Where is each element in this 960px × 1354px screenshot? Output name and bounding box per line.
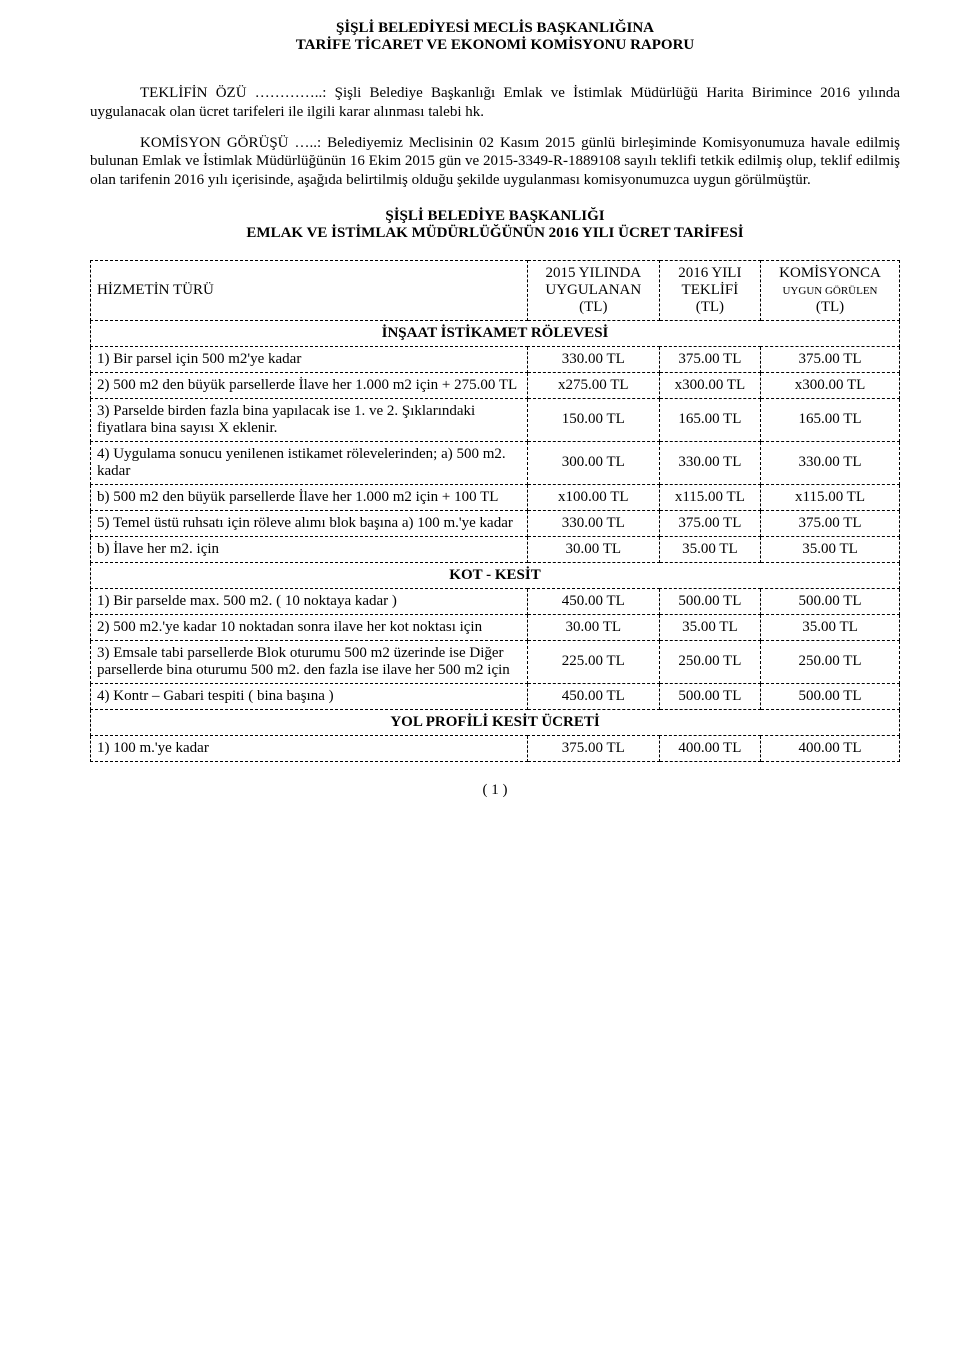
row-desc: 1) 100 m.'ye kadar	[91, 735, 528, 761]
tariff-title-line-1: ŞİŞLİ BELEDİYE BAŞKANLIĞI	[90, 208, 900, 225]
table-row: b) İlave her m2. için 30.00 TL 35.00 TL …	[91, 536, 900, 562]
row-val-2016: x115.00 TL	[659, 484, 760, 510]
title-line-2: TARİFE TİCARET VE EKONOMİ KOMİSYONU RAPO…	[90, 37, 900, 54]
table-row: 1) Bir parsel için 500 m2'ye kadar 330.0…	[91, 346, 900, 372]
row-val-kom: 330.00 TL	[761, 441, 900, 484]
row-desc: b) 500 m2 den büyük parsellerde İlave he…	[91, 484, 528, 510]
row-val-2015: 225.00 TL	[527, 640, 659, 683]
row-desc: b) İlave her m2. için	[91, 536, 528, 562]
row-val-2015: 450.00 TL	[527, 588, 659, 614]
table-row: 4) Uygulama sonucu yenilenen istikamet r…	[91, 441, 900, 484]
row-val-2016: 250.00 TL	[659, 640, 760, 683]
tariff-table: HİZMETİN TÜRÜ 2015 YILINDA UYGULANAN (TL…	[90, 260, 900, 762]
table-row: 5) Temel üstü ruhsatı için röleve alımı …	[91, 510, 900, 536]
row-val-kom: 375.00 TL	[761, 510, 900, 536]
row-desc: 5) Temel üstü ruhsatı için röleve alımı …	[91, 510, 528, 536]
table-row: 2) 500 m2.'ye kadar 10 noktadan sonra il…	[91, 614, 900, 640]
section-insaat-label: İNŞAAT İSTİKAMET RÖLEVESİ	[91, 320, 900, 346]
col-kom-c: (TL)	[816, 299, 844, 315]
row-val-kom: 500.00 TL	[761, 683, 900, 709]
row-val-kom: 250.00 TL	[761, 640, 900, 683]
row-val-2016: 375.00 TL	[659, 510, 760, 536]
row-val-kom: 165.00 TL	[761, 398, 900, 441]
row-val-2015: 300.00 TL	[527, 441, 659, 484]
row-val-2016: 400.00 TL	[659, 735, 760, 761]
col-2015-c: (TL)	[579, 299, 607, 315]
table-row: 4) Kontr – Gabari tespiti ( bina başına …	[91, 683, 900, 709]
table-row: 3) Emsale tabi parsellerde Blok oturumu …	[91, 640, 900, 683]
row-val-2015: x275.00 TL	[527, 372, 659, 398]
row-val-kom: 375.00 TL	[761, 346, 900, 372]
row-desc: 3) Emsale tabi parsellerde Blok oturumu …	[91, 640, 528, 683]
row-desc: 2) 500 m2 den büyük parsellerde İlave he…	[91, 372, 528, 398]
report-title: ŞİŞLİ BELEDİYESİ MECLİS BAŞKANLIĞINA TAR…	[90, 20, 900, 54]
row-val-2015: 375.00 TL	[527, 735, 659, 761]
table-row: 2) 500 m2 den büyük parsellerde İlave he…	[91, 372, 900, 398]
row-val-kom: x300.00 TL	[761, 372, 900, 398]
row-val-2016: x300.00 TL	[659, 372, 760, 398]
row-val-kom: 400.00 TL	[761, 735, 900, 761]
teklif-label: TEKLİFİN ÖZÜ …………..:	[140, 85, 335, 101]
row-val-kom: 35.00 TL	[761, 614, 900, 640]
row-desc: 3) Parselde birden fazla bina yapılacak …	[91, 398, 528, 441]
col-2016: 2016 YILI TEKLİFİ (TL)	[659, 260, 760, 320]
section-yol-profil-label: YOL PROFİLİ KESİT ÜCRETİ	[91, 709, 900, 735]
title-line-1: ŞİŞLİ BELEDİYESİ MECLİS BAŞKANLIĞINA	[90, 20, 900, 37]
row-val-kom: 35.00 TL	[761, 536, 900, 562]
col-2015-b: UYGULANAN	[545, 282, 641, 298]
row-val-2016: 35.00 TL	[659, 614, 760, 640]
table-row: 1) 100 m.'ye kadar 375.00 TL 400.00 TL 4…	[91, 735, 900, 761]
col-kom-a: KOMİSYONCA	[779, 265, 881, 281]
col-2016-c: (TL)	[696, 299, 724, 315]
row-val-2016: 35.00 TL	[659, 536, 760, 562]
row-val-2016: 375.00 TL	[659, 346, 760, 372]
section-yol-profil: YOL PROFİLİ KESİT ÜCRETİ	[91, 709, 900, 735]
row-val-2015: x100.00 TL	[527, 484, 659, 510]
komisyon-label: KOMİSYON GÖRÜŞÜ …..:	[140, 135, 327, 151]
col-komisyon: KOMİSYONCA UYGUN GÖRÜLEN (TL)	[761, 260, 900, 320]
row-val-2016: 500.00 TL	[659, 588, 760, 614]
row-desc: 2) 500 m2.'ye kadar 10 noktadan sonra il…	[91, 614, 528, 640]
table-row: 1) Bir parselde max. 500 m2. ( 10 noktay…	[91, 588, 900, 614]
col-2015: 2015 YILINDA UYGULANAN (TL)	[527, 260, 659, 320]
row-val-2016: 330.00 TL	[659, 441, 760, 484]
row-val-2015: 150.00 TL	[527, 398, 659, 441]
row-val-2015: 450.00 TL	[527, 683, 659, 709]
row-val-kom: x115.00 TL	[761, 484, 900, 510]
col-kom-b: UYGUN GÖRÜLEN	[782, 285, 877, 297]
section-kot-kesit-label: KOT - KESİT	[91, 562, 900, 588]
row-val-kom: 500.00 TL	[761, 588, 900, 614]
row-desc: 1) Bir parsel için 500 m2'ye kadar	[91, 346, 528, 372]
teklif-ozu: TEKLİFİN ÖZÜ …………..: Şişli Belediye Başk…	[90, 84, 900, 122]
table-row: b) 500 m2 den büyük parsellerde İlave he…	[91, 484, 900, 510]
row-val-2015: 330.00 TL	[527, 346, 659, 372]
row-val-2015: 30.00 TL	[527, 536, 659, 562]
section-kot-kesit: KOT - KESİT	[91, 562, 900, 588]
row-val-2015: 330.00 TL	[527, 510, 659, 536]
komisyon-gorusu: KOMİSYON GÖRÜŞÜ …..: Belediyemiz Meclisi…	[90, 134, 900, 190]
col-2016-a: 2016 YILI	[678, 265, 741, 281]
tariff-title: ŞİŞLİ BELEDİYE BAŞKANLIĞI EMLAK VE İSTİM…	[90, 208, 900, 242]
col-2016-b: TEKLİFİ	[682, 282, 739, 298]
page-number: ( 1 )	[90, 782, 900, 799]
row-desc: 1) Bir parselde max. 500 m2. ( 10 noktay…	[91, 588, 528, 614]
table-header-row: HİZMETİN TÜRÜ 2015 YILINDA UYGULANAN (TL…	[91, 260, 900, 320]
row-desc: 4) Uygulama sonucu yenilenen istikamet r…	[91, 441, 528, 484]
row-val-2016: 165.00 TL	[659, 398, 760, 441]
row-val-2015: 30.00 TL	[527, 614, 659, 640]
col-2015-a: 2015 YILINDA	[545, 265, 641, 281]
section-insaat: İNŞAAT İSTİKAMET RÖLEVESİ	[91, 320, 900, 346]
col-service: HİZMETİN TÜRÜ	[91, 260, 528, 320]
row-val-2016: 500.00 TL	[659, 683, 760, 709]
table-row: 3) Parselde birden fazla bina yapılacak …	[91, 398, 900, 441]
tariff-title-line-2: EMLAK VE İSTİMLAK MÜDÜRLÜĞÜNÜN 2016 YILI…	[90, 225, 900, 242]
row-desc: 4) Kontr – Gabari tespiti ( bina başına …	[91, 683, 528, 709]
